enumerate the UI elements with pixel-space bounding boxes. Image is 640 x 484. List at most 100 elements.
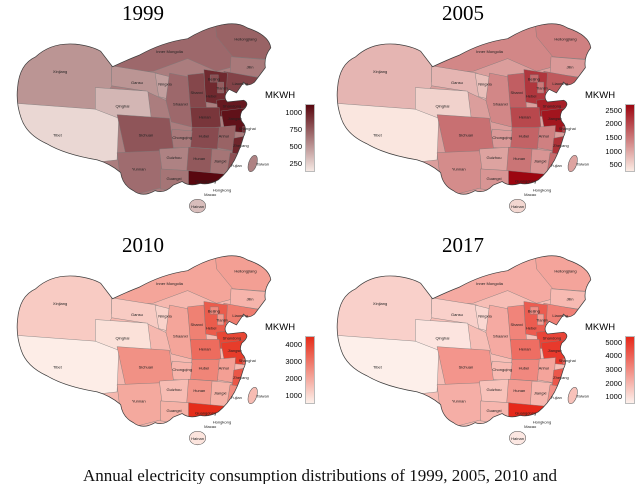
legend-tick: 4000 [285, 339, 302, 349]
legend-tick: 1000 [605, 146, 622, 156]
china-map: Xinjiang Tibet Qinghai Gansu Ningxia Inner Mo… [16, 255, 272, 446]
province-label: Jiangsu [228, 348, 242, 353]
legend-tick: 250 [289, 158, 302, 168]
legend-colorbar [625, 336, 635, 404]
province-hainan [509, 198, 526, 214]
province-label: Qinghai [436, 103, 450, 108]
province-tianjin [537, 313, 544, 326]
province-label: Ningxia [158, 314, 172, 319]
legend-tick: 500 [289, 141, 302, 151]
legend-tick: 5000 [605, 337, 622, 347]
province-label: Chongqing [172, 135, 192, 140]
maps-grid: 1999 [16, 0, 640, 446]
province-label: Guangdong [515, 178, 536, 183]
province-tibet [337, 102, 440, 167]
province-label: Shaanxi [493, 102, 508, 107]
province-label: Hunan [513, 388, 525, 393]
province-label: Hebei [526, 93, 537, 98]
province-label: Gansu [451, 80, 463, 85]
province-label: Ningxia [158, 82, 172, 87]
province-label: Guangxi [486, 176, 501, 181]
province-label: Qinghai [436, 335, 450, 340]
province-label: Henan [199, 346, 211, 351]
province-labels: Xinjiang Tibet Qinghai Gansu Ningxia Inner Mo… [373, 37, 589, 209]
province-label: Guizhou [486, 387, 501, 392]
legend-tick: 500 [609, 160, 622, 170]
legend-tick: 3000 [285, 356, 302, 366]
province-label: Sichuan [139, 364, 154, 369]
province-label: Jiangsu [228, 116, 242, 121]
legend: MKWH 1000 750 500 250 [265, 90, 315, 172]
province-label: Inner Mongolia [476, 49, 504, 54]
figure-caption: Annual electricity consumption distribut… [82, 466, 558, 484]
province-label: Jilin [247, 65, 254, 70]
province-label: Hongkong [213, 420, 231, 425]
province-label: Hunan [193, 388, 205, 393]
map-year-title: 2017 [442, 233, 484, 257]
province-label: Zhejiang [233, 375, 249, 380]
province-label: Jilin [567, 65, 574, 70]
province-label: Shanghai [239, 358, 256, 363]
province-label: Heilongjiang [554, 37, 576, 42]
province-tianjin [537, 81, 544, 94]
province-label: Guizhou [486, 155, 501, 160]
province-label: Zhejiang [553, 375, 569, 380]
province-shaanxi [485, 72, 514, 128]
province-label: Hunan [513, 156, 525, 161]
province-label: Yunnan [452, 167, 466, 172]
legend-body: 4000 3000 2000 1000 [265, 336, 315, 404]
province-labels: Xinjiang Tibet Qinghai Gansu Ningxia Inner Mo… [53, 37, 269, 209]
province-label: Shanxi [510, 90, 522, 95]
legend-title: MKWH [585, 90, 616, 101]
province-label: Anhui [219, 133, 229, 138]
legend-tick: 2000 [605, 119, 622, 129]
province-tibet [17, 334, 120, 399]
province-label: Xinjiang [373, 69, 387, 74]
province-label: Beijing [208, 76, 220, 81]
province-label: Fujian [231, 163, 242, 168]
province-label: Guizhou [166, 387, 181, 392]
china-outline [336, 23, 592, 195]
province-label: Heilongjiang [554, 269, 576, 274]
province-label: Yunnan [132, 399, 146, 404]
legend-tick: 4000 [605, 351, 622, 361]
legend-colorbar [305, 104, 315, 172]
province-label: Macao [524, 424, 537, 429]
province-label: Tibet [373, 364, 383, 369]
province-label: Jiangxi [534, 159, 547, 164]
legend-body: 2500 2000 1500 1000 500 [585, 104, 635, 172]
province-label: Sichuan [459, 132, 474, 137]
province-labels: Xinjiang Tibet Qinghai Gansu Ningxia Inner Mo… [53, 269, 269, 441]
province-taiwan [247, 386, 258, 405]
province-shaanxi [485, 304, 514, 360]
province-label: Xinjiang [53, 301, 67, 306]
map-year-title: 1999 [122, 1, 164, 25]
map-year-title: 2010 [122, 233, 164, 257]
china-outline [16, 23, 272, 195]
province-label: Guangdong [515, 410, 536, 415]
map-panel: 2005 [320, 0, 640, 232]
province-label: Shanxi [190, 90, 202, 95]
china-map: Xinjiang Tibet Qinghai Gansu Ningxia Inner Mo… [336, 23, 592, 214]
province-label: Tibet [373, 132, 383, 137]
province-label: Hainan [191, 204, 204, 209]
province-label: Hubei [199, 133, 210, 138]
province-label: Hunan [193, 156, 205, 161]
legend-ticks: 1000 750 500 250 [285, 104, 302, 172]
province-tibet [337, 334, 440, 399]
province-shaanxi [165, 72, 194, 128]
province-label: Gansu [131, 312, 143, 317]
legend-ticks: 2500 2000 1500 1000 500 [605, 104, 622, 172]
province-label: Anhui [219, 365, 229, 370]
province-label: Hubei [199, 365, 210, 370]
province-label: Liaoning [232, 81, 247, 86]
province-label: Chongqing [492, 135, 512, 140]
province-label: Qinghai [116, 103, 130, 108]
province-label: Chongqing [492, 367, 512, 372]
province-label: Guangxi [486, 408, 501, 413]
province-label: Anhui [539, 133, 549, 138]
province-label: Henan [199, 114, 211, 119]
province-label: Qinghai [116, 335, 130, 340]
china-map: Xinjiang Tibet Qinghai Gansu Ningxia Inner Mo… [16, 23, 272, 214]
province-label: Beijing [528, 308, 540, 313]
